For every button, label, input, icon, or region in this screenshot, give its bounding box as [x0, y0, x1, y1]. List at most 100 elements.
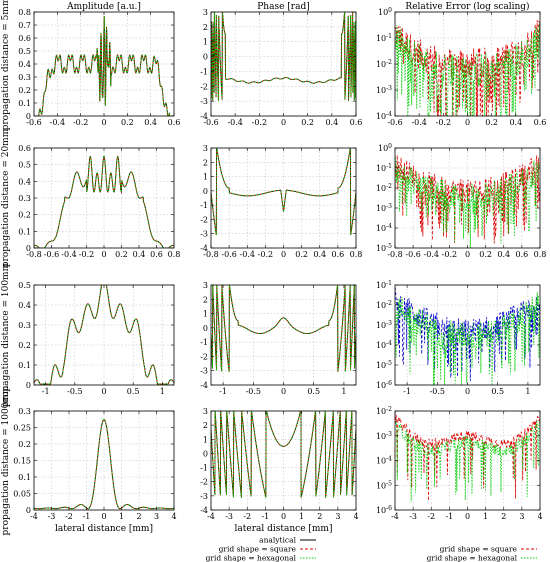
- x-tick-label: -0.6: [26, 118, 41, 127]
- y-tick-label: -1: [200, 67, 208, 76]
- series-grid-hexagonal: [211, 12, 356, 102]
- series-group: [211, 148, 356, 236]
- y-tick-label: 10-5: [376, 480, 392, 490]
- x-tick-label: 0: [465, 118, 470, 127]
- panel-r1-amp: -0.6 -0.4 -0.2 0 0.2 0.4 0.6 0 0.1 0.2 0.3 0.4 0.5 0.…: [18, 8, 180, 127]
- panel-r4-err: -4 -3 -2 -1 0 1 2 3 4 10-6 10-5 10-4 10-3 10-2: [376, 406, 543, 521]
- x-tick-label: -3: [225, 512, 233, 521]
- panel-r1-err: -0.6 -0.4 -0.2 0 0.2 0.4 0.6 10-4 10-3 10-2 10-1 10…: [376, 7, 546, 127]
- y-tick-label: 10-3: [376, 431, 392, 441]
- y-tick-label: 0.2: [18, 86, 31, 95]
- x-tick-label: 2: [317, 512, 322, 521]
- x-tick-label: 0.6: [150, 250, 163, 259]
- y-tick-label: 0.3: [18, 73, 31, 82]
- legend-entry-1: analytical: [259, 536, 296, 545]
- x-tick-label: -0.4: [411, 118, 426, 127]
- x-tick-label: -0.6: [203, 118, 218, 127]
- y-tick-label: 100: [378, 143, 392, 153]
- column-title-3: Relative Error (log scaling): [405, 1, 529, 12]
- x-tick-label: 0.5: [307, 387, 320, 396]
- y-tick-label: -4: [200, 381, 208, 390]
- series-grid-hexagonal: [34, 285, 174, 385]
- x-tick-label: 0.4: [313, 250, 326, 259]
- x-axis-label-1: lateral distance [mm]: [55, 524, 153, 534]
- y-tick-label: -3: [200, 97, 208, 106]
- panel-r3-amp: -1 -0.5 0 0.5 1 0 0.1 0.2 0.3 0.4 0.5: [18, 281, 175, 396]
- y-tick-label: 0.8: [18, 8, 31, 17]
- y-tick-label: 1: [203, 38, 208, 47]
- x-tick-label: 0: [465, 387, 470, 396]
- y-tick-label: 0.6: [18, 34, 31, 43]
- series-grid-hexagonal: [395, 23, 540, 116]
- y-tick-label: -4: [200, 506, 208, 515]
- y-tick-label: -3: [200, 367, 208, 376]
- x-tick-label: 3: [335, 512, 340, 521]
- x-tick-label: 0: [281, 250, 286, 259]
- x-tick-label: -0.2: [436, 118, 451, 127]
- x-tick-label: 0: [101, 512, 106, 521]
- x-tick-label: 1: [525, 387, 530, 396]
- x-tick-label: -0.5: [67, 387, 82, 396]
- x-axis-labels: lateral distance [mm] lateral distance [m…: [55, 524, 332, 534]
- x-tick-label: -3: [409, 512, 417, 521]
- series-group: [34, 285, 174, 385]
- x-tick-label: -1: [42, 387, 50, 396]
- y-tick-label: 0: [26, 381, 31, 390]
- y-tick-label: 0.7: [18, 21, 31, 30]
- panel-r2-phase: -0.8 -0.6 -0.4 -0.2 0 0.2 0.4 0.6 0.8 -4 -3 -2 -1 0 1 2…: [200, 144, 362, 259]
- x-tick-label: 0.8: [168, 250, 181, 259]
- x-tick-label: -0.8: [203, 250, 218, 259]
- x-tick-label: -4: [391, 512, 399, 521]
- y-tick-label: 10-4: [376, 223, 392, 233]
- x-tick-label: 0.8: [534, 250, 547, 259]
- x-tick-label: -2: [65, 512, 73, 521]
- y-tick-label: 10-2: [376, 183, 392, 193]
- series-grid-hexagonal: [395, 156, 540, 248]
- y-tick-label: 10-4: [376, 456, 392, 466]
- series-grid-hexagonal: [211, 411, 356, 498]
- panel-r2-err: -0.8 -0.6 -0.4 -0.2 0 0.2 0.4 0.6 0.8 10-5 10-4 10-…: [376, 143, 546, 259]
- x-tick-label: 3: [154, 512, 159, 521]
- y-tick-label: 10-4: [376, 111, 392, 121]
- y-tick-label: 0.3: [18, 407, 31, 416]
- series-group: [395, 19, 540, 116]
- x-tick-label: 1: [483, 512, 488, 521]
- x-tick-label: -0.2: [258, 250, 273, 259]
- legend-entry-2: grid shape = square: [219, 545, 297, 554]
- y-tick-label: 0.4: [18, 60, 31, 69]
- y-tick-label: 10-2: [376, 406, 392, 416]
- y-tick-label: 0.4: [18, 301, 31, 310]
- y-tick-label: 10-3: [376, 320, 392, 330]
- series-grid-square: [395, 287, 540, 382]
- x-tick-label: 0.8: [350, 250, 363, 259]
- legend-entry-3: grid shape = hexagonal: [206, 554, 297, 562]
- x-tick-label: -0.4: [227, 118, 242, 127]
- series-grid-hexagonal: [395, 292, 540, 385]
- y-tick-label: 10-3: [376, 203, 392, 213]
- x-tick-label: -0.6: [405, 250, 420, 259]
- x-tick-label: -1: [445, 512, 453, 521]
- y-tick-label: -1: [200, 201, 208, 210]
- y-tick-label: -2: [200, 478, 208, 487]
- x-tick-label: 0.6: [350, 118, 363, 127]
- y-tick-label: 0: [203, 324, 208, 333]
- y-tick-label: -3: [200, 492, 208, 501]
- y-tick-label: 0.1: [18, 473, 31, 482]
- y-tick-label: -2: [200, 215, 208, 224]
- x-tick-label: -0.4: [50, 118, 65, 127]
- y-tick-label: 0.6: [18, 144, 31, 153]
- y-tick-label: -2: [200, 82, 208, 91]
- legend-entry-1: grid shape = square: [440, 545, 518, 554]
- x-tick-label: -2: [243, 512, 251, 521]
- x-tick-label: 3: [519, 512, 524, 521]
- x-tick-label: -2: [427, 512, 435, 521]
- x-tick-label: 0.4: [133, 250, 146, 259]
- x-tick-label: 0: [101, 250, 106, 259]
- series-grid-hexagonal: [395, 420, 540, 502]
- y-tick-label: 10-3: [376, 85, 392, 95]
- y-tick-label: 3: [203, 281, 208, 290]
- x-tick-label: -0.6: [387, 118, 402, 127]
- y-tick-label: 2: [203, 295, 208, 304]
- panel-r1-phase: -0.6 -0.4 -0.2 0 0.2 0.4 0.6 -4 -3 -2 -1 0 1 2 3: [200, 8, 362, 127]
